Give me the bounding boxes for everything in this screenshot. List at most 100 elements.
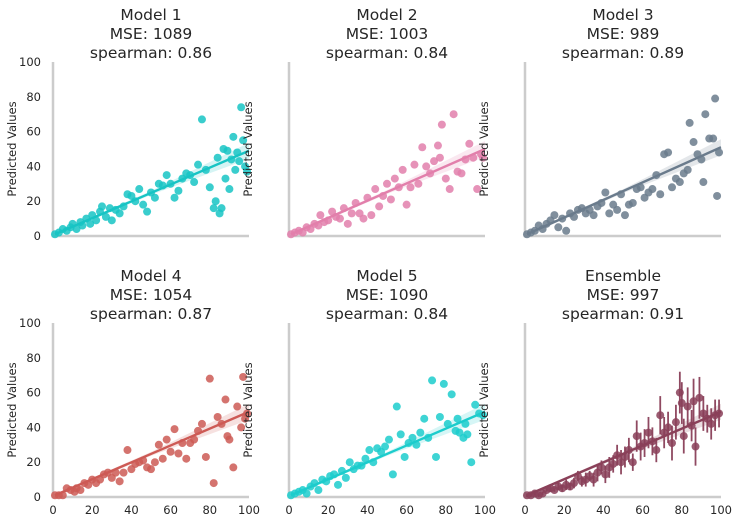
- x-tick-label: 80: [202, 503, 217, 517]
- data-point: [408, 433, 417, 442]
- y-tick-label: 20: [26, 194, 41, 208]
- regression-line: [526, 410, 722, 497]
- data-point: [416, 428, 425, 437]
- data-point: [432, 452, 440, 461]
- data-point: [166, 447, 175, 456]
- data-point: [445, 185, 454, 194]
- data-point: [668, 439, 676, 448]
- y-axis-label: Predicted Values: [5, 101, 19, 196]
- data-point: [433, 141, 442, 150]
- chart-title-line: Ensemble: [585, 267, 661, 285]
- data-point: [334, 480, 342, 489]
- data-point: [685, 118, 694, 127]
- data-point: [205, 183, 214, 192]
- x-tick-label: 100: [474, 503, 496, 517]
- data-point: [237, 103, 246, 112]
- data-point: [392, 402, 401, 411]
- data-point: [628, 198, 637, 207]
- data-point: [652, 446, 661, 455]
- data-point: [601, 188, 610, 197]
- x-tick-label: 100: [710, 503, 732, 517]
- data-point: [691, 442, 700, 451]
- data-point: [375, 202, 384, 211]
- chart-title-line: spearman: 0.86: [90, 44, 212, 62]
- data-point: [675, 388, 684, 397]
- y-tick-label: 40: [26, 159, 41, 173]
- y-tick-label: 100: [19, 316, 41, 330]
- data-point: [683, 165, 692, 174]
- data-point: [345, 458, 354, 467]
- data-point: [701, 110, 710, 119]
- regression-line: [54, 410, 250, 497]
- data-point: [197, 115, 206, 124]
- data-point: [671, 418, 680, 427]
- data-point: [384, 435, 393, 444]
- x-tick-label: 20: [321, 503, 336, 517]
- data-point: [343, 219, 352, 228]
- data-point: [589, 211, 598, 220]
- chart-title-line: MSE: 989: [587, 25, 660, 43]
- data-point: [239, 136, 248, 145]
- data-point: [428, 376, 437, 385]
- x-tick-label: 60: [635, 503, 650, 517]
- data-point: [211, 197, 220, 206]
- data-point: [139, 200, 148, 209]
- data-point: [463, 430, 472, 439]
- data-point: [158, 454, 167, 463]
- data-point: [589, 475, 598, 484]
- y-axis-label: Predicted Values: [241, 101, 255, 196]
- x-tick-label: 60: [399, 503, 414, 517]
- data-point: [225, 185, 234, 194]
- x-tick-label: 60: [163, 503, 178, 517]
- data-point: [632, 432, 641, 441]
- x-tick-label: 20: [557, 503, 572, 517]
- x-tick-label: 0: [49, 503, 56, 517]
- data-point: [715, 148, 724, 157]
- data-point: [711, 94, 720, 103]
- y-tick-label: 60: [26, 125, 41, 139]
- data-point: [347, 209, 356, 218]
- data-point: [396, 430, 405, 439]
- y-tick-label: 40: [26, 420, 41, 434]
- x-tick-label: 80: [674, 503, 689, 517]
- data-point: [709, 134, 718, 143]
- y-tick-label: 20: [26, 455, 41, 469]
- data-point: [400, 452, 409, 461]
- data-point: [388, 470, 397, 479]
- x-tick-label: 20: [85, 503, 100, 517]
- y-tick-label: 60: [26, 386, 41, 400]
- x-tick-label: 80: [438, 503, 453, 517]
- data-point: [620, 211, 629, 220]
- data-point: [174, 449, 183, 458]
- data-point: [231, 165, 240, 174]
- data-point: [150, 458, 159, 467]
- y-axis-label: Predicted Values: [477, 362, 491, 457]
- data-point: [707, 419, 716, 428]
- data-point: [406, 183, 415, 192]
- data-point: [605, 209, 614, 218]
- data-point: [225, 435, 234, 444]
- data-point: [699, 178, 708, 187]
- data-point: [237, 423, 246, 432]
- data-point: [115, 477, 124, 486]
- data-point: [223, 146, 232, 155]
- data-point: [695, 393, 704, 402]
- data-point: [562, 226, 571, 235]
- data-point: [115, 209, 124, 218]
- data-point: [422, 162, 431, 171]
- data-point: [170, 425, 179, 434]
- data-point: [335, 214, 344, 223]
- data-point: [233, 402, 242, 411]
- data-point: [689, 397, 698, 406]
- data-point: [677, 399, 686, 408]
- y-tick-label: 0: [34, 229, 41, 243]
- chart-title-line: spearman: 0.89: [562, 44, 684, 62]
- data-point: [683, 402, 692, 411]
- chart-title-line: MSE: 1089: [110, 25, 193, 43]
- chart-title-line: MSE: 1003: [346, 25, 429, 43]
- data-point: [119, 468, 128, 477]
- regression-line: [54, 149, 250, 236]
